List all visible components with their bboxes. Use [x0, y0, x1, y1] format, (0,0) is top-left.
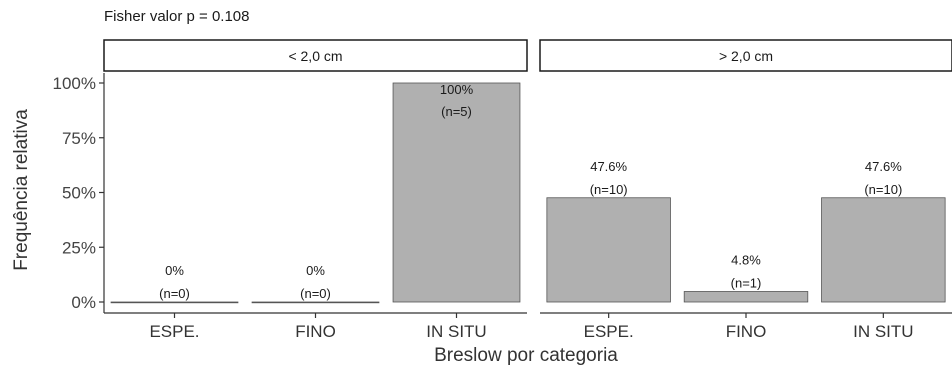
- bar-n-label: (n=0): [159, 286, 190, 301]
- x-axis-label: Breslow por categoria: [434, 345, 618, 366]
- facet-panel: > 2,0 cm ESPE. 47.6% (n=10) FINO 4.8% (n=1) IN …: [539, 39, 952, 341]
- bar-pct-label: 0%: [165, 263, 184, 278]
- facet-panel: < 2,0 cm ESPE. 0% (n=0) FINO 0% (n=0) IN SITU 10…: [103, 39, 528, 341]
- bar-pct-label: 47.6%: [590, 159, 627, 174]
- bar: [546, 197, 671, 303]
- chart-title: Fisher valor p = 0.108: [104, 8, 250, 25]
- bar-pct-label: 100%: [440, 82, 474, 97]
- bar-n-label: (n=10): [590, 182, 628, 197]
- y-tick-label: 50%: [62, 184, 96, 203]
- bar-pct-label: 4.8%: [731, 252, 761, 267]
- bar: [392, 82, 521, 303]
- y-tick-label: 100%: [53, 74, 96, 93]
- bar: [251, 301, 380, 304]
- bar-n-label: (n=1): [731, 275, 762, 290]
- bar-n-label: (n=0): [300, 286, 331, 301]
- bar: [683, 291, 809, 303]
- y-axis-label: Frequência relativa: [11, 109, 32, 271]
- x-tick-label: FINO: [295, 322, 336, 341]
- bar-n-label: (n=5): [441, 104, 472, 119]
- y-tick-label: 25%: [62, 238, 96, 257]
- y-tick-label: 75%: [62, 129, 96, 148]
- facets: < 2,0 cm ESPE. 0% (n=0) FINO 0% (n=0) IN SITU 10…: [103, 39, 952, 341]
- bar-pct-label: 47.6%: [865, 159, 902, 174]
- bar-n-label: (n=10): [864, 182, 902, 197]
- facet-strip: [539, 39, 952, 72]
- bar-pct-label: 0%: [306, 263, 325, 278]
- facet-strip-label: < 2,0 cm: [288, 48, 342, 64]
- x-tick-label: IN SITU: [853, 322, 913, 341]
- facet-strip: [103, 39, 528, 72]
- facet-strip-label: > 2,0 cm: [719, 48, 773, 64]
- x-tick-label: FINO: [726, 322, 767, 341]
- bar: [110, 301, 239, 304]
- y-axis: 0% 25% 50% 75% 100%: [53, 73, 105, 313]
- x-tick-label: ESPE.: [149, 322, 199, 341]
- x-tick-label: ESPE.: [584, 322, 634, 341]
- x-tick-label: IN SITU: [426, 322, 486, 341]
- bar: [821, 197, 946, 303]
- y-tick-label: 0%: [71, 293, 96, 312]
